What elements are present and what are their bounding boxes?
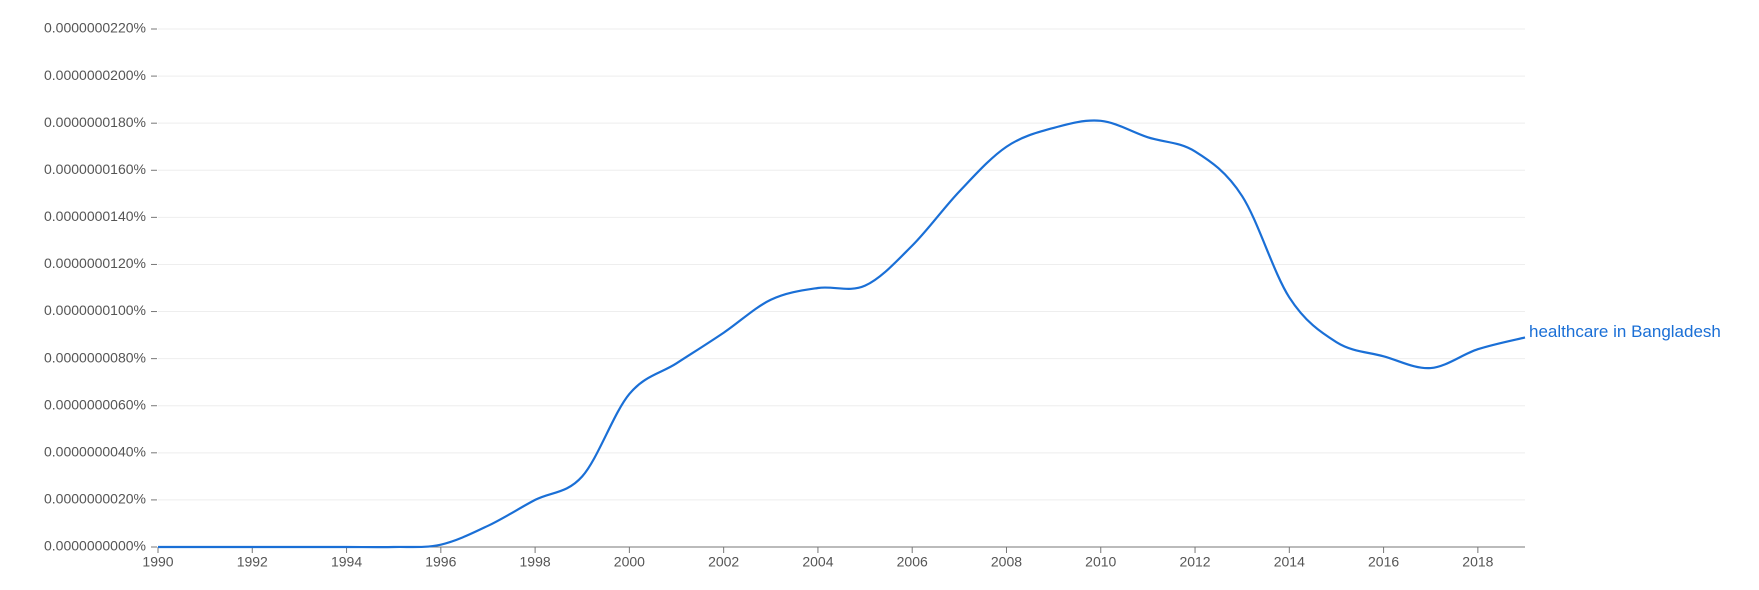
series-line: [158, 119, 1526, 549]
y-tick-label: 0.0000000040%: [44, 444, 146, 460]
x-tick-label: 2014: [1274, 554, 1305, 570]
y-tick-label: 0.0000000000%: [44, 538, 146, 554]
x-tick-label: 1990: [142, 554, 173, 570]
y-tick-label: 0.0000000020%: [44, 491, 146, 507]
x-tick-label: 1992: [237, 554, 268, 570]
x-tick-label: 1996: [425, 554, 456, 570]
x-tick-label: 2004: [802, 554, 833, 570]
x-tick-label: 2002: [708, 554, 739, 570]
x-tick-label: 2010: [1085, 554, 1116, 570]
y-tick-label: 0.0000000180%: [44, 114, 146, 130]
x-tick-label: 2018: [1462, 554, 1493, 570]
y-tick-label: 0.0000000220%: [44, 20, 146, 36]
x-tick-label: 2000: [614, 554, 645, 570]
y-tick-label: 0.0000000120%: [44, 255, 146, 271]
x-tick-label: 1998: [520, 554, 551, 570]
y-tick-label: 0.0000000060%: [44, 396, 146, 412]
y-tick-label: 0.0000000140%: [44, 208, 146, 224]
x-tick-label: 2016: [1368, 554, 1399, 570]
series-label: healthcare in Bangladesh: [1529, 322, 1721, 341]
x-tick-label: 2008: [991, 554, 1022, 570]
y-tick-label: 0.0000000200%: [44, 67, 146, 83]
x-tick-label: 1994: [331, 554, 362, 570]
y-tick-label: 0.0000000160%: [44, 161, 146, 177]
y-tick-label: 0.0000000100%: [44, 302, 146, 318]
x-tick-label: 2006: [897, 554, 928, 570]
x-tick-label: 2012: [1179, 554, 1210, 570]
y-tick-label: 0.0000000080%: [44, 349, 146, 365]
